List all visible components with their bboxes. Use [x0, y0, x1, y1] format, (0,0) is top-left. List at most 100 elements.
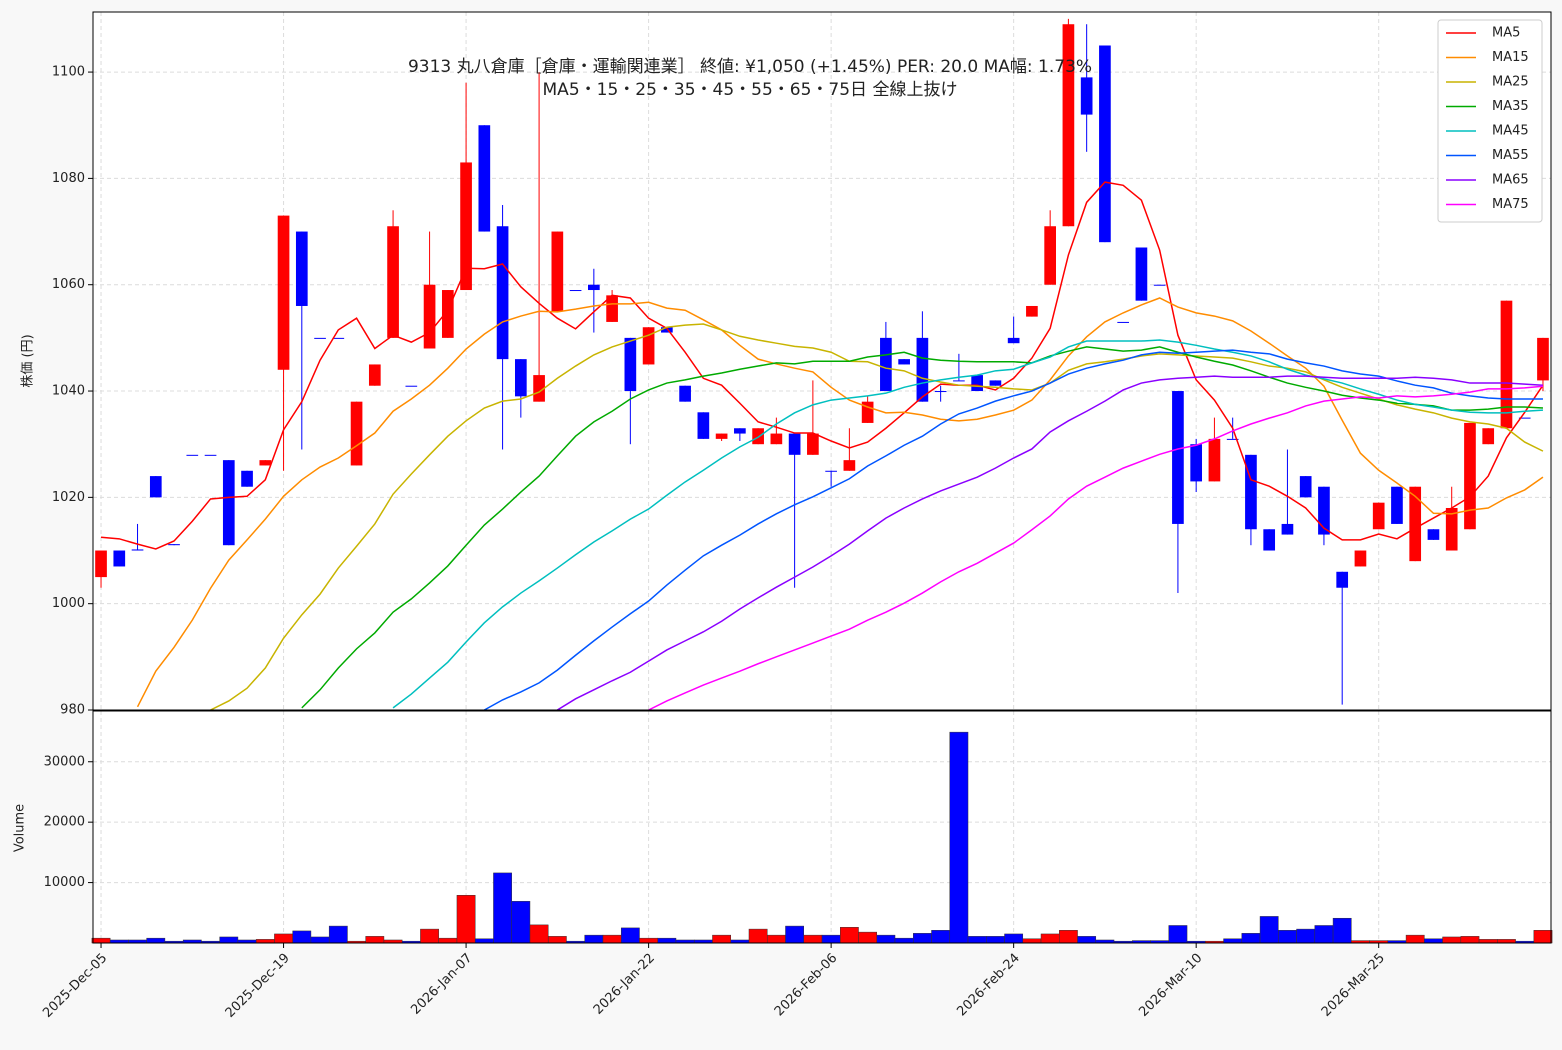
candle-body	[1007, 337, 1020, 344]
volume-bar	[712, 934, 731, 944]
candle-body	[989, 380, 1002, 386]
x-tick-label: 2025-Dec-05	[40, 951, 110, 1021]
candle-body	[1062, 24, 1075, 227]
candle-body	[149, 476, 162, 498]
candle-body	[807, 433, 819, 455]
x-tick-label: 2026-Feb-24	[954, 951, 1023, 1020]
candle-body	[1537, 337, 1549, 381]
candle-body	[569, 290, 582, 292]
volume-bar	[1296, 928, 1316, 944]
volume-bar	[967, 936, 987, 944]
volume-bar	[1424, 938, 1443, 944]
candle-body	[715, 433, 728, 439]
y-tick-label: 1100	[52, 65, 85, 80]
candle-body	[533, 375, 545, 402]
volume-bar	[1259, 916, 1279, 944]
candle-body	[642, 327, 655, 365]
candle-body	[222, 460, 235, 546]
volume-frame	[92, 710, 1552, 944]
volume-bar	[529, 924, 549, 944]
candle-body	[332, 337, 345, 339]
legend: MA5 MA15 MA25 MA35 MA45 MA55 MA65 MA75	[1437, 19, 1543, 223]
ma-line	[648, 385, 1544, 710]
volume-bar	[91, 937, 111, 944]
volume-bar	[1040, 933, 1060, 944]
candle-body	[1226, 438, 1239, 440]
candle-body	[770, 433, 783, 445]
candle-body	[387, 226, 399, 338]
candle-body	[971, 375, 983, 392]
volume-bar	[511, 901, 531, 944]
legend-label: MA65	[1492, 173, 1529, 188]
candle-body	[788, 433, 801, 455]
volume-bar	[913, 933, 932, 944]
candle-body	[1153, 284, 1166, 286]
candle-body	[934, 391, 947, 393]
ma-lines	[100, 181, 1544, 710]
candle-body	[514, 359, 527, 397]
candle-body	[241, 470, 253, 487]
candle-body	[1135, 247, 1148, 301]
volume-bar	[547, 936, 567, 944]
candle-body	[843, 460, 856, 471]
volume-bar	[1022, 938, 1042, 944]
volume-bar	[785, 925, 804, 944]
volume-bar	[1077, 936, 1097, 944]
candle-body	[825, 470, 837, 472]
x-tick-label: 2025-Dec-19	[223, 951, 293, 1021]
y-tick-label: 20000	[44, 815, 85, 830]
x-tick-label: 2026-Feb-06	[772, 951, 841, 1020]
candle-body	[204, 454, 217, 456]
legend-label: MA25	[1492, 75, 1529, 90]
ma-line	[483, 349, 1543, 710]
candle-body	[880, 337, 892, 392]
volume-bar	[1478, 939, 1498, 944]
volume-bar	[420, 928, 439, 944]
candle-body	[1354, 550, 1367, 567]
candle-body	[1318, 486, 1330, 535]
legend-label: MA15	[1492, 50, 1529, 65]
candle-body	[734, 428, 746, 434]
volume-bar	[1332, 917, 1352, 944]
candle-body	[314, 337, 326, 339]
candle-body	[551, 231, 564, 312]
volume-bar	[219, 936, 239, 944]
legend-label: MA45	[1492, 124, 1529, 139]
candle-body	[350, 401, 363, 466]
volume-bar	[584, 934, 604, 944]
volume-bar	[949, 731, 969, 944]
legend-label: MA35	[1492, 99, 1529, 114]
ma-line	[392, 339, 1544, 709]
price-frame	[92, 11, 1552, 711]
candle-body	[1190, 444, 1203, 482]
candle-body	[1299, 476, 1312, 498]
volume-bar	[1223, 938, 1243, 944]
volume-bar	[146, 937, 166, 944]
volume-bar	[255, 939, 275, 944]
candle-body	[1409, 486, 1422, 562]
candle-body	[898, 359, 910, 365]
candle-body	[1336, 571, 1349, 588]
volume-bar	[493, 872, 512, 944]
candle-body	[624, 337, 637, 392]
volume-bar	[894, 937, 914, 944]
candle-body	[1391, 486, 1403, 524]
candle-body	[1518, 417, 1531, 419]
ma-line	[100, 181, 1544, 550]
candle-body	[1172, 391, 1184, 524]
candle-body	[606, 295, 618, 322]
ma-line	[556, 375, 1544, 710]
candle-body	[861, 401, 874, 423]
volume-bar	[474, 938, 494, 944]
volume-bar	[986, 936, 1005, 944]
volume-bar	[766, 934, 786, 944]
x-tick-label: 2026-Jan-07	[408, 951, 475, 1018]
y-tick-label: 980	[60, 703, 85, 718]
volume-bar	[1442, 936, 1462, 944]
chart-subtitle: MA5・15・25・35・45・55・65・75日 全線上抜け	[543, 80, 958, 100]
candle-body	[679, 385, 691, 402]
candle-body	[1281, 523, 1294, 535]
volume-bar	[274, 933, 293, 944]
volume-bar	[310, 936, 330, 944]
volume-bar	[438, 937, 458, 944]
